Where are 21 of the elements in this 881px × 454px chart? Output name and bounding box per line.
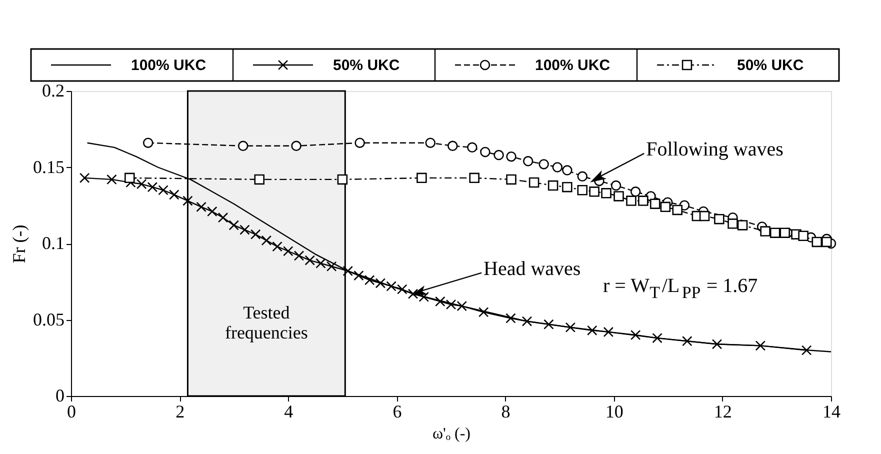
x-tick-label: 6 [392, 402, 402, 422]
x-tick-label: 10 [605, 402, 624, 422]
y-tick-label: 0 [56, 386, 64, 406]
legend-label: 100% UKC [131, 57, 206, 74]
x-axis-title: ω'ₒ (-) [432, 426, 471, 442]
x-tick-label: 12 [714, 402, 732, 422]
y-axis-title: Fr (-) [9, 224, 29, 264]
y-tick-label: 0.1 [42, 233, 64, 253]
y-tick-label: 0.15 [33, 156, 64, 177]
legend-label: 100% UKC [535, 57, 610, 74]
legend-label: 50% UKC [737, 57, 804, 74]
x-tick-label: 2 [176, 402, 185, 422]
y-tick-label: 0.05 [33, 309, 64, 330]
annotation: Following waves [646, 138, 784, 160]
x-tick-label: 14 [822, 402, 840, 422]
legend-label: 50% UKC [333, 57, 400, 74]
annotation: Head waves [484, 258, 581, 280]
band-label: Tested frequencies [224, 302, 308, 343]
y-tick-label: 0.2 [42, 80, 64, 100]
x-tick-label: 4 [284, 402, 294, 422]
x-tick-label: 8 [501, 402, 510, 422]
